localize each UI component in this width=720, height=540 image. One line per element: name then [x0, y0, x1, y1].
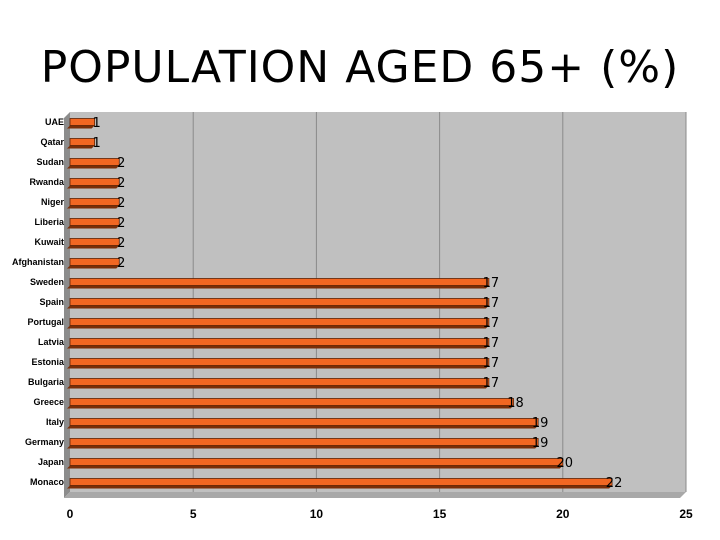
bar-shadow [67, 325, 489, 329]
data-label: 18 [507, 396, 524, 411]
plot-floor [64, 492, 686, 498]
bar-shadow [67, 385, 489, 389]
bar-shadow [67, 465, 563, 469]
data-label: 2 [117, 256, 125, 271]
category-label: Estonia [31, 357, 65, 367]
data-label: 17 [483, 376, 500, 391]
category-label: Sudan [36, 157, 64, 167]
category-label: Latvia [38, 337, 65, 347]
category-label: Bulgaria [28, 377, 65, 387]
category-label: Afghanistan [12, 257, 64, 267]
page-title: POPULATION AGED 65+ (%) [40, 42, 680, 93]
bar-shadow [67, 265, 120, 269]
data-label: 17 [483, 296, 500, 311]
bar [69, 238, 120, 246]
bar [69, 418, 539, 426]
bar-shadow [67, 245, 120, 249]
category-label: Monaco [30, 477, 65, 487]
bar [69, 178, 120, 186]
bar [69, 318, 490, 326]
bar-shadow [67, 165, 120, 169]
bar-shadow [67, 225, 120, 229]
data-label: 2 [117, 156, 125, 171]
bar [69, 458, 564, 466]
x-tick-label: 25 [679, 507, 693, 521]
category-label: Spain [39, 297, 64, 307]
bar [69, 478, 613, 486]
bar-shadow [67, 285, 489, 289]
data-label: 2 [117, 216, 125, 231]
category-label: Portugal [27, 317, 64, 327]
bar-shadow [67, 425, 539, 429]
bar-shadow [67, 485, 613, 489]
bar-shadow [67, 405, 514, 409]
category-label: Germany [25, 437, 64, 447]
bars [67, 118, 613, 489]
x-tick-label: 15 [433, 507, 447, 521]
category-label: Liberia [34, 217, 65, 227]
x-tick-labels: 0 5 10 15 20 25 [67, 507, 693, 521]
bar [69, 398, 514, 406]
bar [69, 358, 490, 366]
bar [69, 298, 490, 306]
bar [69, 158, 120, 166]
bar-shadow [67, 365, 489, 369]
plot-side-wall [64, 112, 70, 498]
bar-shadow [67, 345, 489, 349]
category-labels: UAE Qatar Sudan Rwanda Niger Liberia Kuwait Afg… [12, 117, 65, 487]
category-label: Greece [33, 397, 64, 407]
bar-shadow [67, 445, 539, 449]
category-label: UAE [45, 117, 64, 127]
bar [69, 438, 539, 446]
bar [69, 378, 490, 386]
bar-shadow [67, 185, 120, 189]
category-label: Niger [41, 197, 65, 207]
category-label: Rwanda [29, 177, 65, 187]
data-label: 19 [532, 416, 549, 431]
bar [69, 338, 490, 346]
x-tick-label: 20 [556, 507, 570, 521]
bar-shadow [67, 145, 95, 149]
bar [69, 258, 120, 266]
data-label: 17 [483, 336, 500, 351]
data-label: 22 [606, 476, 623, 491]
x-tick-label: 10 [310, 507, 324, 521]
data-label: 2 [117, 176, 125, 191]
bar [69, 118, 96, 126]
category-label: Italy [46, 417, 64, 427]
data-label: 17 [483, 316, 500, 331]
category-label: Sweden [30, 277, 64, 287]
data-label: 17 [483, 356, 500, 371]
category-label: Qatar [40, 137, 64, 147]
data-label: 2 [117, 196, 125, 211]
data-label: 17 [483, 276, 500, 291]
data-label: 19 [532, 436, 549, 451]
data-label: 20 [557, 456, 574, 471]
x-tick-label: 0 [67, 507, 74, 521]
data-label: 1 [92, 136, 100, 151]
bar [69, 198, 120, 206]
data-label: 1 [92, 116, 100, 131]
x-tick-label: 5 [190, 507, 197, 521]
bar [69, 278, 490, 286]
bar [69, 218, 120, 226]
category-label: Japan [38, 457, 64, 467]
bar-shadow [67, 125, 95, 129]
bar-shadow [67, 205, 120, 209]
bar [69, 138, 96, 146]
category-label: Kuwait [34, 237, 64, 247]
data-label: 2 [117, 236, 125, 251]
bar-shadow [67, 305, 489, 309]
